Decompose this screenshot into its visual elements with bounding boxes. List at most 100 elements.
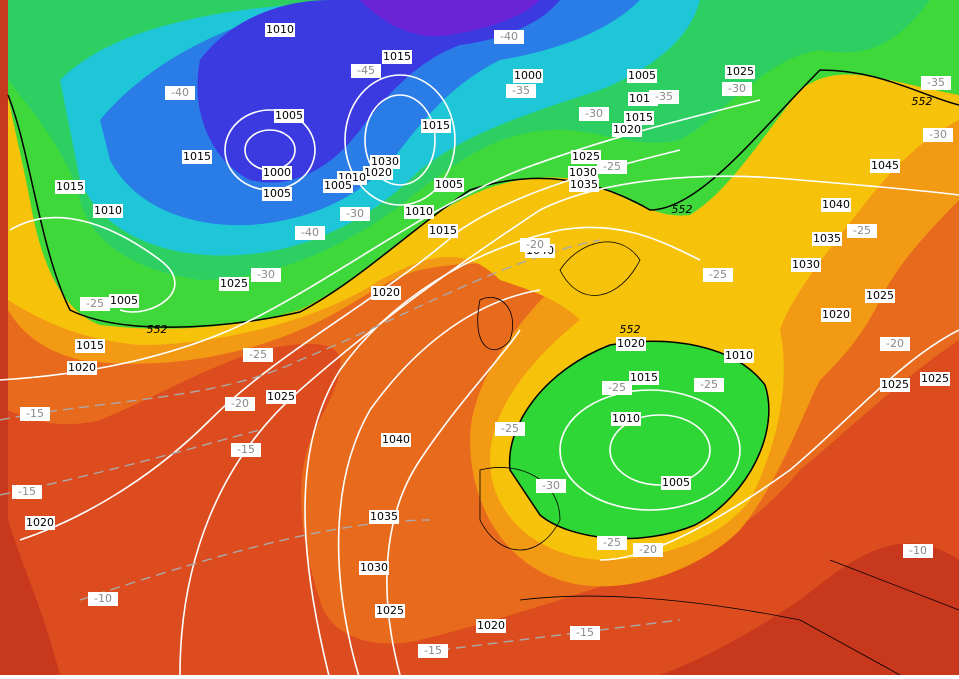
label-box (536, 479, 566, 493)
isobar-label: 1025 (572, 150, 600, 163)
label-box (67, 361, 97, 375)
isobar-label: 1005 (628, 69, 656, 82)
label-box (381, 433, 411, 447)
label-box (20, 407, 50, 421)
label-box (579, 107, 609, 121)
isobar-label: 1015 (383, 50, 411, 63)
temperature-label: -15 (237, 443, 255, 456)
label-box (923, 128, 953, 142)
label-box (165, 86, 195, 100)
label-box (597, 160, 627, 174)
label-box (880, 378, 910, 392)
label-box (476, 619, 506, 633)
label-box (568, 166, 598, 180)
label-box (865, 289, 895, 303)
temperature-label: -30 (585, 107, 603, 120)
isobar-label: 1020 (26, 516, 54, 529)
coastlines (477, 241, 959, 676)
isobar-label: 1035 (370, 510, 398, 523)
label-box (434, 178, 464, 192)
label-box (722, 82, 752, 96)
isobar-label: 1005 (110, 294, 138, 307)
temperature-label: -15 (576, 626, 594, 639)
label-box (725, 65, 755, 79)
isobar-label: 1025 (220, 277, 248, 290)
temperature-label: -25 (603, 536, 621, 549)
isobar-label: 1030 (360, 561, 388, 574)
label-box (494, 30, 524, 44)
isobar-label: 1020 (822, 308, 850, 321)
isobar-label: 1000 (514, 69, 542, 82)
isobar-label: 1015 (429, 224, 457, 237)
label-box (821, 308, 851, 322)
label-box (870, 159, 900, 173)
label-box (359, 561, 389, 575)
temperature-label: -20 (231, 397, 249, 410)
isobar-label: 1000 (263, 166, 291, 179)
label-box (12, 485, 42, 499)
label-box (75, 339, 105, 353)
isobar-label: 1020 (617, 337, 645, 350)
label-box (920, 372, 950, 386)
isobar-label: 1015 (630, 371, 658, 384)
label-box (570, 626, 600, 640)
label-box (616, 337, 646, 351)
temperature-label: -20 (886, 337, 904, 350)
temperature-label: -45 (357, 64, 375, 77)
label-box (611, 412, 641, 426)
label-box (251, 268, 281, 282)
temperature-label: -30 (257, 268, 275, 281)
isobar-label: 1025 (866, 289, 894, 302)
label-box (295, 226, 325, 240)
label-box (513, 69, 543, 83)
isobar-label: 1005 (275, 109, 303, 122)
temperature-field (360, 0, 540, 37)
isobar-label: 1015 (625, 111, 653, 124)
label-box (88, 592, 118, 606)
label-box (351, 64, 381, 78)
label-box (661, 476, 691, 490)
temperature-label: -15 (26, 407, 44, 420)
temperature-label: -30 (542, 479, 560, 492)
isobar-label: 1005 (435, 178, 463, 191)
temperature-label: -40 (500, 30, 518, 43)
label-box (55, 180, 85, 194)
isobar-label: 1010 (266, 23, 294, 36)
label-box (880, 337, 910, 351)
isobar-label: 1025 (726, 65, 754, 78)
geopotential-label: 552 (147, 323, 168, 336)
label-box (231, 443, 261, 457)
isobar-label: 1020 (613, 123, 641, 136)
isobar-label: 1020 (372, 286, 400, 299)
temperature-label: -25 (853, 224, 871, 237)
label-box (421, 119, 451, 133)
label-box (25, 516, 55, 530)
isobar-label: 1035 (570, 178, 598, 191)
isobar-label: 1040 (382, 433, 410, 446)
isobar-label: 1010 (612, 412, 640, 425)
label-box (418, 644, 448, 658)
isobar-label: 1010 (94, 204, 122, 217)
label-box (629, 371, 659, 385)
label-box (520, 238, 550, 252)
isobar-label: 1005 (662, 476, 690, 489)
isobar-label: 1020 (477, 619, 505, 632)
temperature-label: -40 (171, 86, 189, 99)
isobar-label: 1005 (324, 179, 352, 192)
temperature-label: -10 (94, 592, 112, 605)
geopotential-label: 552 (620, 323, 641, 336)
label-box (624, 111, 654, 125)
label-box (109, 294, 139, 308)
temperature-label: -25 (249, 348, 267, 361)
label-box (370, 155, 400, 169)
label-box (243, 348, 273, 362)
label-box (495, 422, 525, 436)
temperature-label: -25 (709, 268, 727, 281)
temperature-label: -35 (655, 90, 673, 103)
isobar-label: 1030 (792, 258, 820, 271)
label-box (265, 23, 295, 37)
label-box (369, 510, 399, 524)
isobar-label: 1025 (267, 390, 295, 403)
